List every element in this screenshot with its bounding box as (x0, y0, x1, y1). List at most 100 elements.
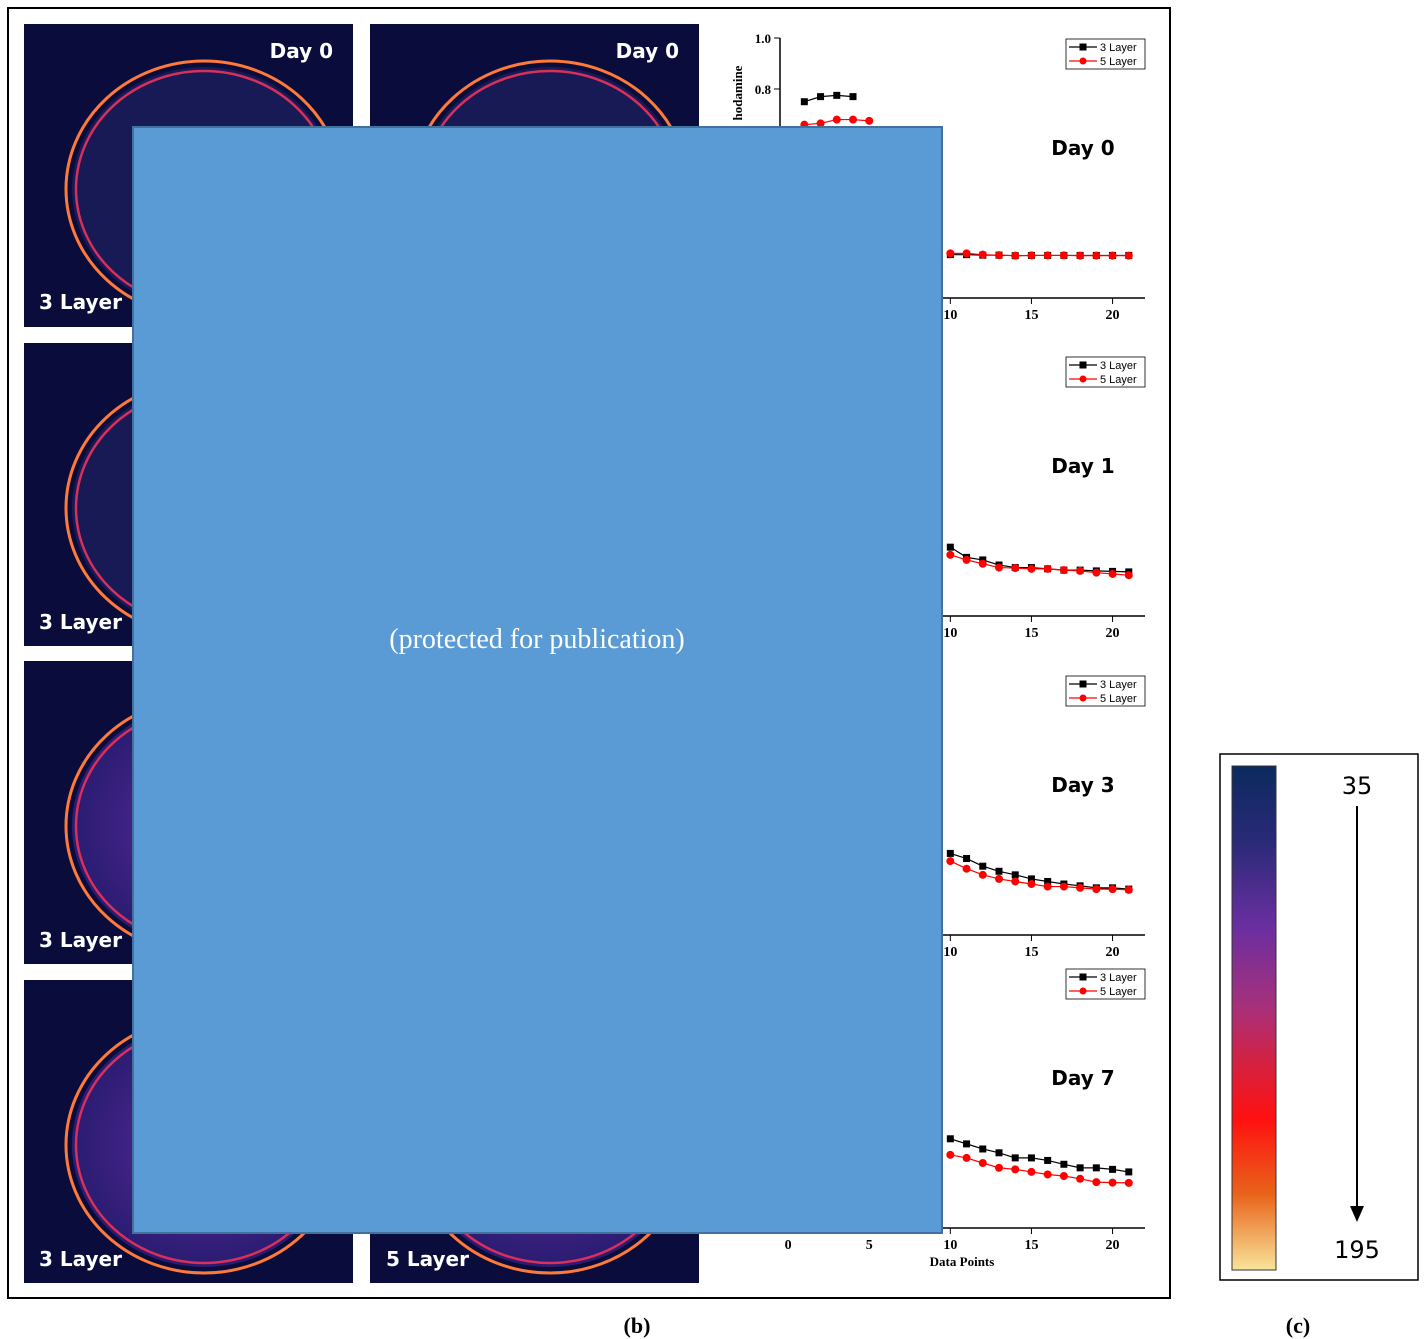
marker (1011, 1165, 1019, 1173)
marker (995, 1164, 1003, 1172)
marker (1092, 1178, 1100, 1186)
series-line (950, 853, 1128, 889)
marker (1125, 252, 1133, 260)
marker (1027, 1168, 1035, 1176)
x-tick-label: 15 (1024, 1238, 1038, 1253)
marker (979, 251, 987, 259)
marker (1012, 1154, 1019, 1161)
x-tick-label: 10 (943, 945, 957, 960)
annotation: Day 3 (1051, 773, 1114, 797)
legend-marker (1080, 681, 1087, 688)
marker (1044, 883, 1052, 891)
series-line (950, 547, 1128, 572)
x-tick-label: 15 (1024, 626, 1038, 641)
marker (849, 116, 857, 124)
marker (995, 875, 1003, 883)
colorbar-panel: 35 195 (1220, 754, 1418, 1280)
marker (1060, 1161, 1067, 1168)
x-axis-label: Data Points (930, 1254, 995, 1269)
marker (979, 871, 987, 879)
x-tick-label: 20 (1106, 308, 1120, 323)
marker (1044, 251, 1052, 259)
x-tick-label: 20 (1106, 1238, 1120, 1253)
y-tick-label: 0.8 (755, 82, 772, 97)
image-layer: 3 Layer (39, 290, 122, 314)
legend-marker (1080, 58, 1087, 65)
colorbar (1232, 766, 1276, 1270)
image-layer: 3 Layer (39, 610, 122, 634)
overlay-text: (protected for publication) (389, 624, 684, 655)
marker (1028, 1154, 1035, 1161)
marker (963, 556, 971, 564)
marker (1044, 565, 1052, 573)
marker (1044, 1170, 1052, 1178)
x-tick-label: 15 (1024, 945, 1038, 960)
marker (1060, 251, 1068, 259)
marker (1011, 564, 1019, 572)
marker (1060, 883, 1068, 891)
marker (996, 868, 1003, 875)
series-line (950, 861, 1128, 890)
marker (946, 857, 954, 865)
legend-label: 3 Layer (1100, 972, 1137, 984)
x-tick-label: 0 (785, 1238, 792, 1253)
legend-marker (1080, 988, 1087, 995)
marker (963, 865, 971, 873)
marker (995, 251, 1003, 259)
marker (833, 116, 841, 124)
annotation: Day 7 (1051, 1066, 1114, 1090)
annotation: Day 0 (1051, 136, 1114, 160)
image-layer: 3 Layer (39, 928, 122, 952)
marker (963, 249, 971, 257)
marker (1125, 1179, 1133, 1187)
marker (1077, 1164, 1084, 1171)
marker (1076, 252, 1084, 260)
series-line (950, 1139, 1128, 1172)
marker (1060, 566, 1068, 574)
legend-marker (1080, 974, 1087, 981)
panel-label: (b) (624, 1313, 651, 1338)
marker (1027, 880, 1035, 888)
marker (979, 560, 987, 568)
marker (1109, 570, 1117, 578)
marker (1109, 1179, 1117, 1187)
marker (850, 93, 857, 100)
marker (979, 1145, 986, 1152)
marker (1076, 567, 1084, 575)
colorbar-bottom-label: 195 (1334, 1236, 1380, 1264)
image-layer: 5 Layer (386, 1247, 469, 1271)
marker (1109, 252, 1117, 260)
marker (1109, 885, 1117, 893)
marker (996, 1149, 1003, 1156)
y-tick-label: 1.0 (755, 31, 771, 46)
x-tick-label: 10 (943, 626, 957, 641)
legend-label: 5 Layer (1100, 986, 1137, 998)
overlay-box (133, 127, 942, 1233)
image-layer: 3 Layer (39, 1247, 122, 1271)
marker (801, 98, 808, 105)
x-tick-label: 15 (1024, 308, 1038, 323)
marker (1044, 1157, 1051, 1164)
marker (865, 117, 873, 125)
legend-label: 5 Layer (1100, 374, 1137, 386)
series-line (804, 95, 853, 101)
legend-marker (1080, 376, 1087, 383)
series-line (950, 555, 1128, 575)
marker (1012, 871, 1019, 878)
image-day: Day 0 (616, 39, 679, 63)
marker (947, 544, 954, 551)
marker (1011, 252, 1019, 260)
image-day: Day 0 (270, 39, 333, 63)
marker (979, 1159, 987, 1167)
annotation: Day 1 (1051, 454, 1114, 478)
legend-label: 5 Layer (1100, 693, 1137, 705)
marker (947, 850, 954, 857)
legend-marker (1080, 362, 1087, 369)
overlay: (protected for publication) (133, 127, 942, 1233)
x-tick-label: 10 (943, 308, 957, 323)
x-tick-label: 20 (1106, 945, 1120, 960)
x-tick-label: 20 (1106, 626, 1120, 641)
marker (817, 93, 824, 100)
marker (1125, 571, 1133, 579)
x-tick-label: 10 (943, 1238, 957, 1253)
